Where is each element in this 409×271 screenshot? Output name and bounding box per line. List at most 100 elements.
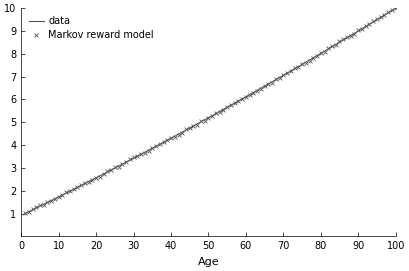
Markov reward model [126,157,133,162]
Markov reward model [145,149,152,154]
Markov reward model [374,17,380,22]
Markov reward model [303,60,309,65]
Markov reward model [344,35,350,39]
Markov reward model [336,39,343,44]
Markov reward model [123,160,129,164]
Markov reward model [243,95,249,99]
Markov reward model [261,84,268,88]
Markov reward model [70,187,77,191]
Markov reward model [142,151,148,155]
Markov reward model [82,180,88,185]
Markov reward model [138,152,144,156]
Markov reward model [269,81,275,85]
Markov reward model [187,126,193,131]
Markov reward model [258,87,264,92]
Markov reward model [175,133,182,137]
Markov reward model [44,200,51,204]
Markov reward model [37,203,43,207]
Markov reward model [190,124,197,128]
Markov reward model [59,193,66,197]
Markov reward model [202,119,208,123]
Markov reward model [280,73,287,78]
Markov reward model [392,6,399,10]
Markov reward model [216,110,223,114]
Markov reward model [348,34,354,38]
Markov reward model [130,155,137,160]
Markov reward model [239,97,245,101]
Markov reward model [119,162,126,166]
Markov reward model [52,196,58,201]
Markov reward model [153,144,160,148]
Markov reward model [160,139,167,144]
Markov reward model [295,65,301,70]
Markov reward model [378,15,384,19]
Markov reward model [85,180,92,184]
Markov reward model [370,19,376,24]
Markov reward model [78,183,84,188]
Markov reward model [340,37,346,41]
data [199,120,204,124]
data [384,12,389,15]
Markov reward model [56,194,62,199]
Markov reward model [231,101,238,105]
Markov reward model [205,116,212,120]
X-axis label: Age: Age [198,257,219,267]
Markov reward model [228,103,234,107]
Markov reward model [168,136,174,141]
Markov reward model [29,207,36,211]
Markov reward model [112,164,118,169]
Markov reward model [164,138,171,143]
Markov reward model [149,146,155,151]
Markov reward model [74,185,81,189]
Markov reward model [108,168,115,173]
Markov reward model [209,114,216,118]
Markov reward model [115,165,122,169]
Legend: data, Markov reward model: data, Markov reward model [26,13,157,43]
Markov reward model [235,99,242,103]
Markov reward model [306,59,313,63]
Markov reward model [93,176,99,180]
Markov reward model [381,13,388,17]
Markov reward model [359,27,365,31]
Markov reward model [321,50,328,54]
Markov reward model [198,119,204,124]
Markov reward model [33,205,40,209]
Markov reward model [291,66,298,70]
Markov reward model [194,122,200,127]
Markov reward model [25,209,32,214]
Markov reward model [299,62,306,66]
Markov reward model [329,44,335,49]
Markov reward model [276,76,283,80]
data [223,107,228,110]
data [22,212,27,215]
data [243,95,248,99]
Markov reward model [89,177,96,182]
Markov reward model [314,54,320,58]
Markov reward model [389,8,395,12]
Markov reward model [351,32,358,36]
Markov reward model [355,28,362,33]
Markov reward model [366,22,373,26]
Markov reward model [254,89,261,93]
Markov reward model [362,24,369,28]
data [326,47,331,50]
Markov reward model [250,91,257,95]
Markov reward model [67,189,73,193]
Markov reward model [385,9,391,14]
Markov reward model [284,70,290,75]
Markov reward model [220,108,227,112]
Markov reward model [310,56,317,60]
Markov reward model [22,210,28,215]
Markov reward model [213,111,219,115]
Markov reward model [104,169,111,174]
Markov reward model [246,93,253,97]
data [201,119,206,122]
Line: data: data [25,8,396,214]
Markov reward model [171,135,178,139]
Markov reward model [272,77,279,82]
Markov reward model [288,69,294,73]
Markov reward model [63,190,70,194]
Markov reward model [100,171,107,176]
data [393,7,398,10]
Markov reward model [265,82,272,86]
